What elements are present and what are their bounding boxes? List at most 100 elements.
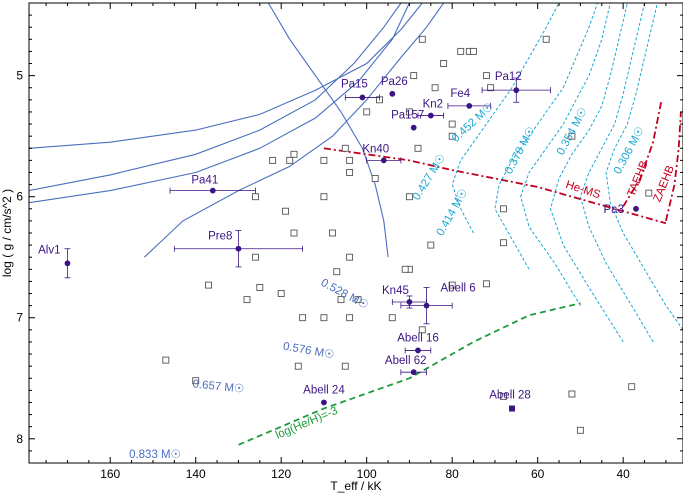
comparison-star-38 — [333, 268, 341, 276]
star-label-abell-28: Abell 28 — [489, 390, 531, 402]
comparison-star-40 — [256, 284, 264, 291]
comparison-star-11 — [431, 84, 439, 92]
plot-frame — [28, 2, 683, 464]
comparison-star-14 — [448, 120, 456, 128]
track-label-h-1: 0.528 M☉ — [319, 277, 370, 312]
comparison-star-53 — [162, 356, 170, 364]
comparison-star-12 — [405, 108, 413, 116]
track-h-2 — [29, 3, 402, 192]
comparison-star-24 — [320, 156, 328, 164]
track-label-he-2: 0.427 M☉ — [411, 152, 449, 202]
comparison-star-61 — [645, 189, 653, 197]
comparison-star-6 — [440, 60, 448, 67]
star-label-pre8: Pre8 — [208, 231, 232, 243]
track-h-1 — [29, 3, 423, 149]
star-marker-pa41 — [209, 187, 216, 194]
star-marker-abell-6 — [423, 302, 430, 309]
track-label-he-4: 0.378 M☉ — [503, 125, 538, 176]
star-label-alv1: Alv1 — [38, 244, 60, 256]
comparison-star-31 — [290, 229, 298, 237]
star-label-abell-24: Abell 24 — [303, 384, 345, 396]
comparison-star-59 — [568, 390, 576, 398]
star-label-abell-62: Abell 62 — [385, 355, 427, 367]
comparison-star-1 — [418, 35, 426, 43]
comparison-star-29 — [282, 207, 289, 215]
axis-ticks: 160 140 120 100 80 60 40 5 6 7 8 — [16, 3, 683, 481]
comparison-star-25 — [346, 169, 354, 176]
track-he-4 — [549, 3, 628, 343]
comparison-star-35 — [346, 253, 354, 261]
track-he-6 — [605, 3, 683, 331]
he-ms-label: He-MS — [564, 179, 602, 202]
zaehb-label: ZAEHB — [651, 164, 677, 204]
track-h-5 — [267, 3, 389, 258]
comparison-star-21 — [346, 156, 354, 164]
star-marker-abell-24 — [321, 399, 327, 406]
comparison-star-50 — [346, 314, 354, 322]
comparison-star-13 — [363, 108, 371, 116]
comparison-star-42 — [243, 296, 251, 304]
comparison-star-33 — [500, 239, 507, 247]
track-he-5 — [579, 3, 654, 343]
star-label-pa157: Pa157 — [391, 110, 424, 122]
track-label-he-1: 0.452 M☉ — [450, 101, 496, 145]
comparison-star-20 — [286, 156, 294, 164]
track-he-1 — [451, 3, 560, 234]
x-tick-label-40: 40 — [616, 467, 630, 481]
x-tick-label-60: 60 — [531, 467, 545, 481]
he-h-abundance-line — [238, 302, 581, 446]
x-tick-label-100: 100 — [357, 467, 377, 481]
comparison-star-47 — [337, 296, 345, 304]
star-label-pa26: Pa26 — [381, 76, 408, 88]
comparison-star-37 — [427, 241, 435, 249]
he-h-abundance-label: log(He/H)=-3 — [274, 405, 340, 442]
comparison-star-22 — [371, 175, 379, 182]
comparison-star-4 — [470, 47, 477, 55]
taehb-line — [622, 99, 663, 207]
comparison-star-18 — [290, 150, 298, 158]
track-h-4 — [144, 3, 445, 258]
star-marker-pa157 — [410, 124, 417, 131]
comparison-star-32 — [329, 229, 336, 237]
star-label-kn45: Kn45 — [382, 285, 409, 297]
star-label-abell-6: Abell 6 — [441, 283, 476, 295]
comparison-star-58 — [500, 392, 507, 400]
track-label-h-3: 0.657 M☉ — [192, 378, 245, 395]
y-tick-label-6: 6 — [16, 190, 23, 204]
track-h-3 — [29, 3, 410, 204]
comparison-star-30 — [500, 205, 507, 213]
x-axis-title: T_eff / kK — [330, 479, 381, 493]
star-marker-fe4 — [466, 102, 473, 109]
star-marker-abell-62 — [410, 369, 417, 376]
star-marker-kn40 — [380, 157, 387, 164]
comparison-star-57 — [628, 383, 636, 391]
comparison-star-43 — [448, 281, 456, 289]
x-tick-label-160: 160 — [100, 467, 120, 481]
star-label-pa12: Pa12 — [495, 71, 522, 83]
track-he-3 — [520, 3, 611, 306]
star-marker-kn45 — [406, 299, 413, 305]
comparison-star-54 — [294, 362, 302, 370]
comparison-star-56 — [192, 377, 200, 385]
he-ms-line — [323, 147, 667, 225]
y-tick-label-7: 7 — [16, 311, 23, 325]
y-tick-label-8: 8 — [16, 432, 23, 446]
comparison-star-60 — [576, 426, 584, 434]
comparison-star-9 — [487, 84, 495, 92]
comparison-star-49 — [320, 314, 328, 322]
comparison-star-15 — [448, 132, 456, 140]
comparison-star-28 — [405, 193, 413, 201]
y-tick-label-5: 5 — [16, 69, 23, 83]
comparison-star-51 — [388, 314, 396, 322]
comparison-star-46 — [401, 265, 409, 273]
comparison-star-55 — [341, 362, 349, 370]
comparison-star-48 — [299, 314, 307, 322]
comparison-star-7 — [410, 72, 418, 80]
comparison-star-5 — [542, 35, 550, 43]
track-label-he-3: 0.414 M☉ — [435, 187, 471, 238]
comparison-star-34 — [252, 253, 259, 261]
comparison-star-39 — [205, 281, 212, 289]
star-label-kn40: Kn40 — [362, 143, 389, 155]
